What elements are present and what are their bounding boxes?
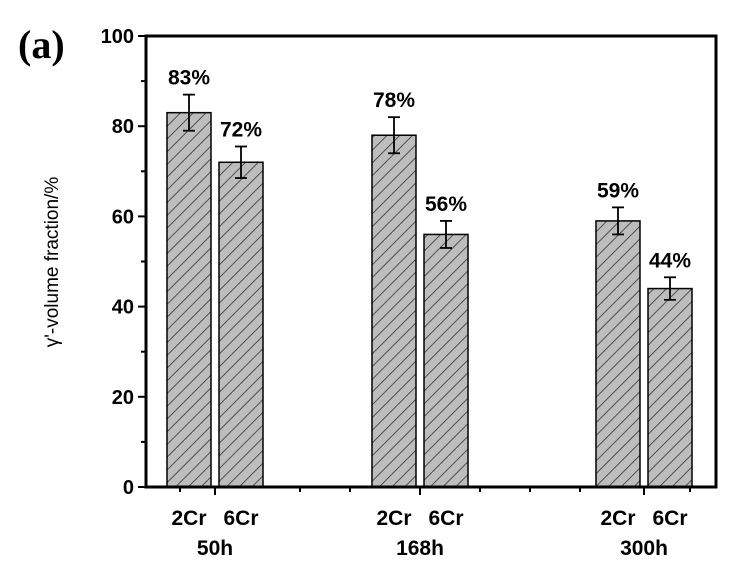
- y-tick-label: 100: [101, 26, 134, 48]
- y-tick-label: 60: [112, 206, 134, 228]
- panel-label: (a): [18, 22, 65, 67]
- bar-6Cr-50h: [218, 161, 264, 488]
- bar-2Cr-168h: [371, 134, 417, 488]
- bar-6Cr-168h: [423, 233, 469, 488]
- y-tick-label: 0: [123, 477, 134, 499]
- category-label: 6Cr: [223, 507, 258, 530]
- bar-6Cr-300h: [647, 287, 693, 488]
- group-label: 50h: [197, 537, 233, 560]
- category-label: 6Cr: [428, 507, 463, 530]
- category-label: 2Cr: [376, 507, 411, 530]
- data-label: 44%: [649, 249, 691, 272]
- group-label: 168h: [396, 537, 444, 560]
- data-label: 72%: [220, 118, 262, 141]
- y-tick-label: 20: [112, 387, 134, 409]
- plot-area: 0 20 40 60 80 100 83% 2Cr 72% 6Cr 50h 78% 2Cr 56% 6Cr 1…: [101, 26, 693, 560]
- data-label: 59%: [597, 179, 639, 202]
- group-label: 300h: [620, 537, 668, 560]
- y-tick-label: 40: [112, 297, 134, 319]
- plot-frame: [144, 34, 718, 489]
- bar-2Cr-50h: [166, 111, 212, 488]
- y-tick-label: 80: [112, 116, 134, 138]
- data-label: 83%: [168, 67, 210, 90]
- category-label: 2Cr: [171, 507, 206, 530]
- bar-2Cr-300h: [595, 220, 641, 488]
- category-label: 2Cr: [600, 507, 635, 530]
- data-label: 78%: [373, 89, 415, 112]
- y-axis-title: γ'-volume fraction/%: [42, 177, 63, 348]
- category-label: 6Cr: [652, 507, 687, 530]
- data-label: 56%: [425, 193, 467, 216]
